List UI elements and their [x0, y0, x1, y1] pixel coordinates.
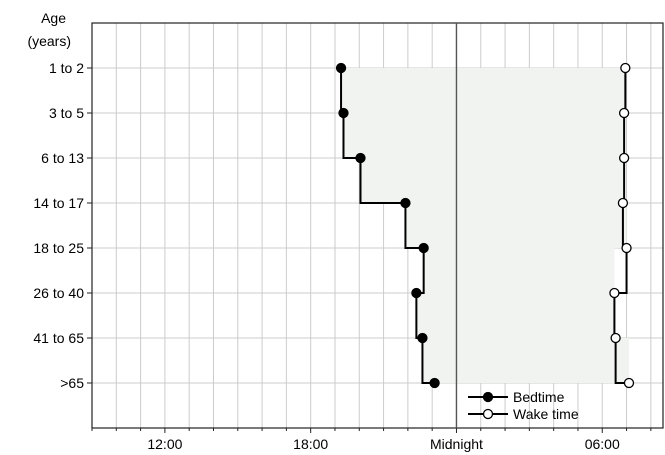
- y-tick-label: >65: [60, 375, 84, 391]
- wake-time-point: [620, 62, 631, 74]
- y-tick-label: 18 to 25: [33, 240, 84, 256]
- legend-marker: [482, 391, 494, 403]
- y-axis-title-line1: Age: [41, 10, 66, 26]
- wake-time-point: [610, 332, 621, 344]
- wake-time-point: [621, 242, 632, 254]
- wake-time-point: [618, 107, 630, 119]
- x-tick-label: 06:00: [585, 436, 620, 452]
- bedtime-point: [411, 287, 422, 299]
- wake-time-point: [623, 377, 635, 389]
- bedtime-point: [417, 332, 428, 344]
- y-axis-title-line2: (years): [27, 33, 71, 49]
- x-tick-label: 12:00: [147, 436, 182, 452]
- y-tick-label: 6 to 13: [41, 150, 84, 166]
- bedtime-point: [338, 107, 349, 119]
- wake-time-point: [618, 152, 630, 164]
- legend-label: Wake time: [513, 406, 579, 422]
- bedtime-point: [418, 242, 429, 254]
- y-tick-label: 14 to 17: [33, 195, 84, 211]
- legend-label: Bedtime: [513, 389, 565, 405]
- bedtime-point: [335, 62, 347, 74]
- legend-marker: [482, 408, 494, 420]
- wake-time-point: [609, 287, 620, 299]
- sleep-period-area: [341, 68, 629, 383]
- plot-frame: [91, 22, 664, 429]
- bedtime-point: [355, 152, 366, 164]
- y-tick-label: 26 to 40: [33, 285, 84, 301]
- x-tick-label: Midnight: [430, 436, 483, 452]
- x-tick-label: 18:00: [293, 436, 328, 452]
- bedtime-point: [400, 197, 411, 209]
- y-tick-label: 41 to 65: [33, 330, 84, 346]
- y-tick-label: 3 to 5: [49, 105, 84, 121]
- bedtime-point: [429, 377, 440, 389]
- wake-time-point: [617, 197, 629, 209]
- y-tick-label: 1 to 2: [49, 60, 84, 76]
